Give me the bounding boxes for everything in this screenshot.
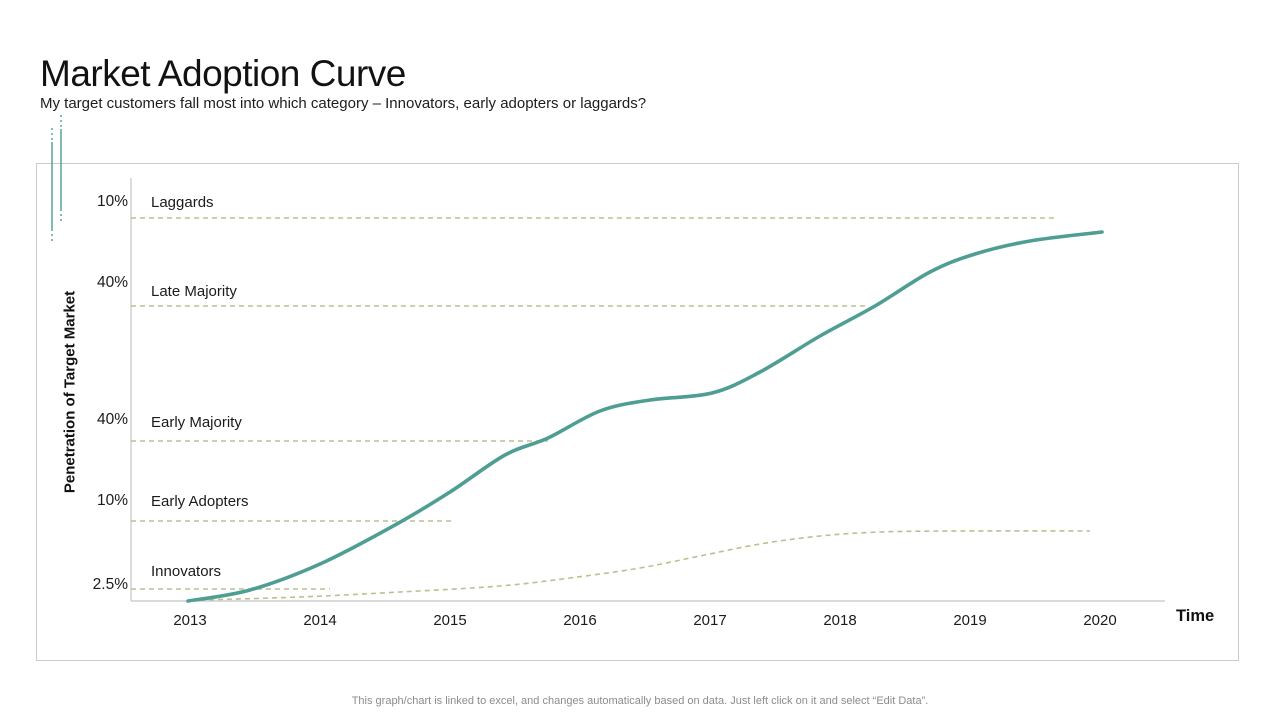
segment-label-early-adopters: Early Adopters — [151, 493, 249, 510]
y-tick-early-adopters: 10% — [96, 492, 128, 509]
chart-frame[interactable] — [36, 163, 1239, 661]
x-tick-2018: 2018 — [823, 612, 857, 629]
x-axis-title: Time — [1176, 607, 1215, 625]
footer-note: This graph/chart is linked to excel, and… — [351, 695, 929, 707]
y-tick-innovators: 2.5% — [92, 576, 128, 593]
x-tick-2013: 2013 — [173, 612, 207, 629]
slide-title: Market Adoption Curve — [40, 52, 406, 94]
segment-label-innovators: Innovators — [151, 563, 222, 580]
x-tick-2014: 2014 — [303, 612, 337, 629]
y-tick-laggards: 10% — [96, 193, 128, 210]
x-tick-2019: 2019 — [953, 612, 987, 629]
y-tick-late-majority: 40% — [96, 274, 128, 291]
x-tick-2015: 2015 — [433, 612, 467, 629]
y-axis-title: Penetration of Target Market — [61, 290, 79, 494]
x-tick-2016: 2016 — [563, 612, 597, 629]
segment-label-laggards: Laggards — [151, 194, 214, 211]
slide-subtitle: My target customers fall most into which… — [40, 95, 647, 112]
x-tick-2020: 2020 — [1083, 612, 1117, 629]
segment-label-late-majority: Late Majority — [151, 283, 237, 300]
segment-label-early-majority: Early Majority — [151, 414, 242, 431]
y-tick-early-majority: 40% — [96, 411, 128, 428]
x-tick-2017: 2017 — [693, 612, 727, 629]
